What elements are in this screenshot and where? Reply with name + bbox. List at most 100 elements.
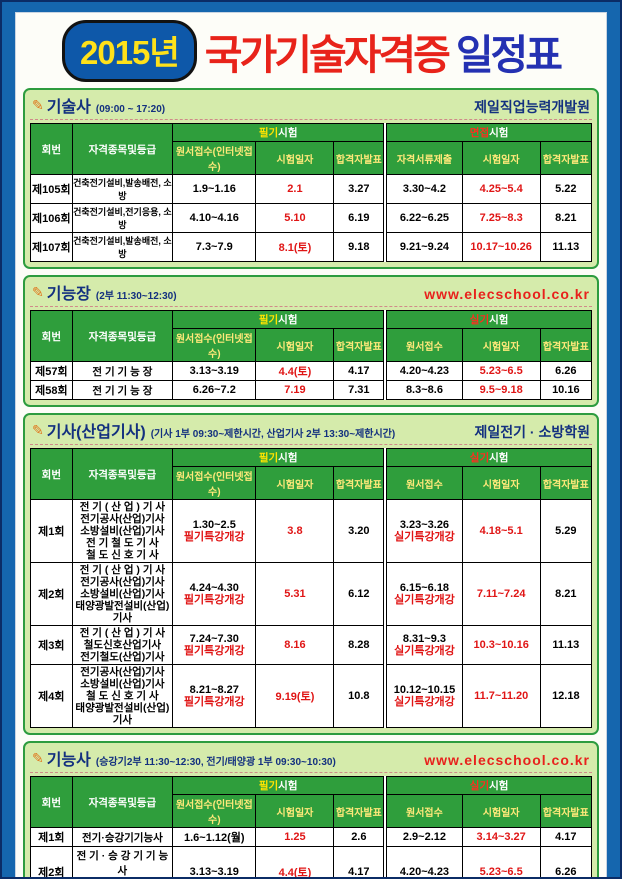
sub-header-cell: 시험일자 — [255, 141, 335, 175]
second-exam-group-header: 실기시험 — [383, 448, 593, 467]
table-cell: 6.26~7.2 — [172, 380, 257, 400]
table-cell: 건축전기설비,발송배전, 소방 — [71, 174, 174, 204]
header-row-subs: 원서접수(인터넷접수) 시험일자 합격자발표 원서접수 시험일자 합격자발표 — [31, 794, 593, 828]
table-cell: 5.23~6.5 — [461, 846, 541, 877]
schedule-sheet: 2015년 국가기술자격증 일정표 ✎ 기술사 (09:00 ~ 17:20) 제일직… — [15, 12, 607, 877]
cell-line: 전 기 ( 산 업 ) 기 사 — [79, 627, 166, 639]
table-row: 제58회 전 기 기 능 장 6.26~7.2 7.19 7.31 8.3~8.6 9.5~… — [30, 380, 593, 400]
schedule-table-gineungsa: 회번 자격종목및등급 필기시험 실기시험 원서접수(인터넷접수) 시험일자 합격자발표 원서접… — [30, 776, 593, 877]
table-row: 제2회 전 기 · 승 강 기 기 능 사 3.13~3.19 4.4(토) 4.17 4… — [30, 846, 593, 877]
cell-line: 전기공사(산업)기사 — [80, 666, 165, 678]
sub-header-cell: 원서접수(인터넷접수) — [172, 141, 257, 175]
table-cell: 9.5~9.18 — [461, 380, 541, 400]
col-subject-header: 자격종목및등급 — [71, 776, 174, 828]
table-cell: 10.16 — [539, 380, 593, 400]
table-cell: 3.27 — [333, 174, 386, 204]
sub-header-cell: 원서접수 — [383, 328, 463, 362]
cell-line: 태양광발전설비(산업)기사 — [75, 702, 170, 726]
brand-name: 제일직업능력개발원 — [474, 99, 590, 115]
table-cell: 8.1(토) — [255, 232, 335, 262]
second-rest: 시험 — [489, 780, 509, 792]
table-cell: 8.3~8.6 — [383, 380, 463, 400]
table-cell: 9.18 — [333, 232, 386, 262]
section-header-gisulsa: ✎ 기술사 (09:00 ~ 17:20) 제일직업능력개발원 — [30, 92, 592, 120]
cell-line: 8.21~8.27 — [189, 684, 239, 696]
section-gisa: ✎ 기사(산업기사) (기사 1부 09:30~제한시간, 산업기사 2부 13:3… — [23, 413, 599, 735]
table-row: 제1회 전 기 ( 산 업 ) 기 사 전기공사(산업)기사 소방설비(산업)기사 전 … — [30, 499, 593, 563]
sub-header-cell: 원서접수 — [383, 794, 463, 828]
cell-line: 6.15~6.18 — [399, 582, 450, 594]
col-subject-header: 자격종목및등급 — [71, 123, 174, 175]
table-row: 제105회 건축전기설비,발송배전, 소방 1.9~1.16 2.1 3.27 3.30~… — [30, 174, 593, 204]
second-rest: 시험 — [489, 314, 509, 326]
section-time-note: (승강기2부 11:30~12:30, 전기/태양광 1부 09:30~10:3… — [95, 757, 336, 768]
table-cell: 4.10~4.16 — [172, 203, 257, 233]
table-cell: 3.30~4.2 — [383, 174, 463, 204]
second-rest: 시험 — [489, 452, 509, 464]
table-cell: 전 기 ( 산 업 ) 기 사 전기공사(산업)기사 소방설비(산업)기사 태양광발전… — [71, 562, 174, 626]
sections: ✎ 기술사 (09:00 ~ 17:20) 제일직업능력개발원 회번 자격종목및등급 필기시… — [23, 88, 599, 877]
sub-header-cell: 합격자발표 — [539, 328, 593, 362]
cell-line: 10.12~10.15 — [393, 684, 456, 696]
table-cell: 6.19 — [333, 203, 386, 233]
table-cell: 3.8 — [255, 499, 335, 563]
written-exam-group-header: 필기시험 — [172, 123, 386, 142]
table-cell: 4.20~4.23 — [383, 361, 463, 381]
cell-line: 3.23~3.26 — [399, 519, 450, 531]
title-sub: 일정표 — [455, 32, 563, 78]
col-subject-header: 자격종목및등급 — [71, 448, 174, 500]
table-cell: 11.13 — [539, 625, 593, 665]
schedule-table-gineungjang: 회번 자격종목및등급 필기시험 실기시험 원서접수(인터넷접수) 시험일자 합격자발표 원서접… — [30, 310, 593, 400]
schedule-table-gisa: 회번 자격종목및등급 필기시험 실기시험 원서접수(인터넷접수) 시험일자 합격자발표 원서접… — [30, 448, 593, 728]
cell-line: 철도신호산업기사 — [83, 639, 162, 651]
table-cell: 1.9~1.16 — [172, 174, 257, 204]
section-time-note: (2부 11:30~12:30) — [95, 291, 177, 302]
cell-line: 실기특강개강 — [394, 594, 455, 606]
table-cell: 2.1 — [255, 174, 335, 204]
section-time-note: (09:00 ~ 17:20) — [95, 104, 166, 115]
table-cell: 4.4(토) — [255, 846, 335, 877]
cell-line: 실기특강개강 — [394, 645, 455, 657]
sub-header-cell: 합격자발표 — [539, 141, 593, 175]
written-exam-group-header: 필기시험 — [172, 310, 386, 329]
sub-header-cell: 원서접수 — [383, 466, 463, 500]
table-cell: 제105회 — [30, 174, 73, 204]
table-cell: 제106회 — [30, 203, 73, 233]
table-head: 회번 자격종목및등급 필기시험 실기시험 원서접수(인터넷접수) 시험일자 합격자발표 원서접… — [30, 776, 593, 828]
written-exam-group-header: 필기시험 — [172, 776, 386, 795]
table-cell: 제3회 — [30, 625, 73, 665]
sub-header-cell: 시험일자 — [461, 141, 541, 175]
table-cell: 전 기 ( 산 업 ) 기 사 철도신호산업기사 전기철도(산업)기사 — [71, 625, 174, 665]
table-cell: 4.17 — [333, 361, 386, 381]
table-cell: 제2회 — [30, 846, 73, 877]
sub-header-cell: 시험일자 — [255, 794, 335, 828]
section-gisulsa: ✎ 기술사 (09:00 ~ 17:20) 제일직업능력개발원 회번 자격종목및등급 필기시… — [23, 88, 599, 269]
cell-line: 소방설비(산업)기사 — [80, 525, 165, 537]
col-subject-header: 자격종목및등급 — [71, 310, 174, 362]
table-head: 회번 자격종목및등급 필기시험 실기시험 원서접수(인터넷접수) 시험일자 합격자발표 원서접… — [30, 448, 593, 500]
table-cell: 5.31 — [255, 562, 335, 626]
cell-line: 필기특강개강 — [183, 696, 245, 708]
table-cell: 6.26 — [539, 361, 593, 381]
table-cell: 제57회 — [30, 361, 73, 381]
table-cell: 1.6~1.12(월) — [172, 827, 257, 847]
sub-header-cell: 합격자발표 — [333, 141, 386, 175]
table-cell: 11.13 — [539, 232, 593, 262]
sub-header-cell: 원서접수(인터넷접수) — [172, 466, 257, 500]
col-round-header: 회번 — [30, 448, 73, 500]
sub-header-cell: 시험일자 — [461, 328, 541, 362]
written-rest: 시험 — [278, 314, 298, 326]
table-cell: 4.17 — [333, 846, 386, 877]
cell-line: 전 기 ( 산 업 ) 기 사 — [79, 564, 166, 576]
website-url: www.elecschool.co.kr — [424, 752, 590, 768]
col-round-header: 회번 — [30, 123, 73, 175]
cell-line: 1.30~2.5 — [192, 519, 236, 531]
table-cell: 2.9~2.12 — [383, 827, 463, 847]
section-time-note: (기사 1부 09:30~제한시간, 산업기사 2부 13:30~제한시간) — [150, 429, 396, 440]
website-url: www.elecschool.co.kr — [424, 286, 590, 302]
poster-title: 2015년 국가기술자격증 일정표 — [23, 17, 599, 88]
cell-line: 필기특강개강 — [183, 531, 245, 543]
cell-line: 8.31~9.3 — [402, 633, 446, 645]
table-cell: 6.22~6.25 — [383, 203, 463, 233]
table-head: 회번 자격종목및등급 필기시험 실기시험 원서접수(인터넷접수) 시험일자 합격자발표 원서접… — [30, 310, 593, 362]
